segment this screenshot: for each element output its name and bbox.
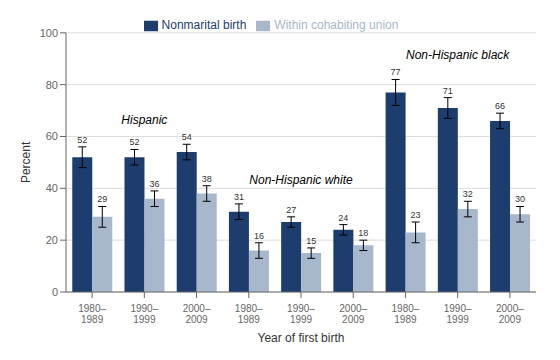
svg-text:1980–1989: 1980–1989 bbox=[78, 303, 106, 325]
svg-text:60: 60 bbox=[46, 130, 58, 142]
svg-text:15: 15 bbox=[306, 236, 316, 246]
svg-text:2000–2009: 2000–2009 bbox=[339, 303, 367, 325]
svg-text:1980–1989: 1980–1989 bbox=[235, 303, 263, 325]
svg-text:Percent: Percent bbox=[19, 141, 33, 183]
svg-text:100: 100 bbox=[40, 27, 58, 39]
svg-text:54: 54 bbox=[182, 132, 192, 142]
svg-text:52: 52 bbox=[129, 137, 139, 147]
html-text:Nonmarital birth: Nonmarital birth bbox=[161, 18, 247, 32]
svg-text:18: 18 bbox=[358, 228, 368, 238]
svg-text:Non-Hispanic black: Non-Hispanic black bbox=[406, 48, 510, 62]
svg-text:23: 23 bbox=[411, 210, 421, 220]
svg-text:Hispanic: Hispanic bbox=[121, 113, 167, 127]
svg-text:2000–2009: 2000–2009 bbox=[496, 303, 524, 325]
svg-text:27: 27 bbox=[286, 205, 296, 215]
svg-text:20: 20 bbox=[46, 234, 58, 246]
svg-text:31: 31 bbox=[234, 192, 244, 202]
svg-text:66: 66 bbox=[495, 101, 505, 111]
svg-text:29: 29 bbox=[97, 194, 107, 204]
svg-text:Year of first birth: Year of first birth bbox=[258, 331, 345, 345]
svg-text:40: 40 bbox=[46, 182, 58, 194]
svg-text:38: 38 bbox=[202, 174, 212, 184]
svg-text:Non-Hispanic white: Non-Hispanic white bbox=[249, 173, 353, 187]
svg-text:1990–1999: 1990–1999 bbox=[444, 303, 472, 325]
svg-text:71: 71 bbox=[443, 86, 453, 96]
svg-text:36: 36 bbox=[149, 179, 159, 189]
svg-text:52: 52 bbox=[77, 135, 87, 145]
svg-text:1990–1999: 1990–1999 bbox=[130, 303, 158, 325]
svg-text:32: 32 bbox=[463, 189, 473, 199]
svg-text:80: 80 bbox=[46, 79, 58, 91]
svg-text:1980–1989: 1980–1989 bbox=[392, 303, 420, 325]
html-text:Within cohabiting union: Within cohabiting union bbox=[274, 18, 399, 32]
svg-text:0: 0 bbox=[52, 286, 58, 298]
svg-text:24: 24 bbox=[338, 213, 348, 223]
svg-text:77: 77 bbox=[391, 67, 401, 77]
svg-text:1990–1999: 1990–1999 bbox=[287, 303, 315, 325]
svg-text:30: 30 bbox=[515, 194, 525, 204]
svg-text:2000–2009: 2000–2009 bbox=[183, 303, 211, 325]
svg-text:16: 16 bbox=[254, 231, 264, 241]
